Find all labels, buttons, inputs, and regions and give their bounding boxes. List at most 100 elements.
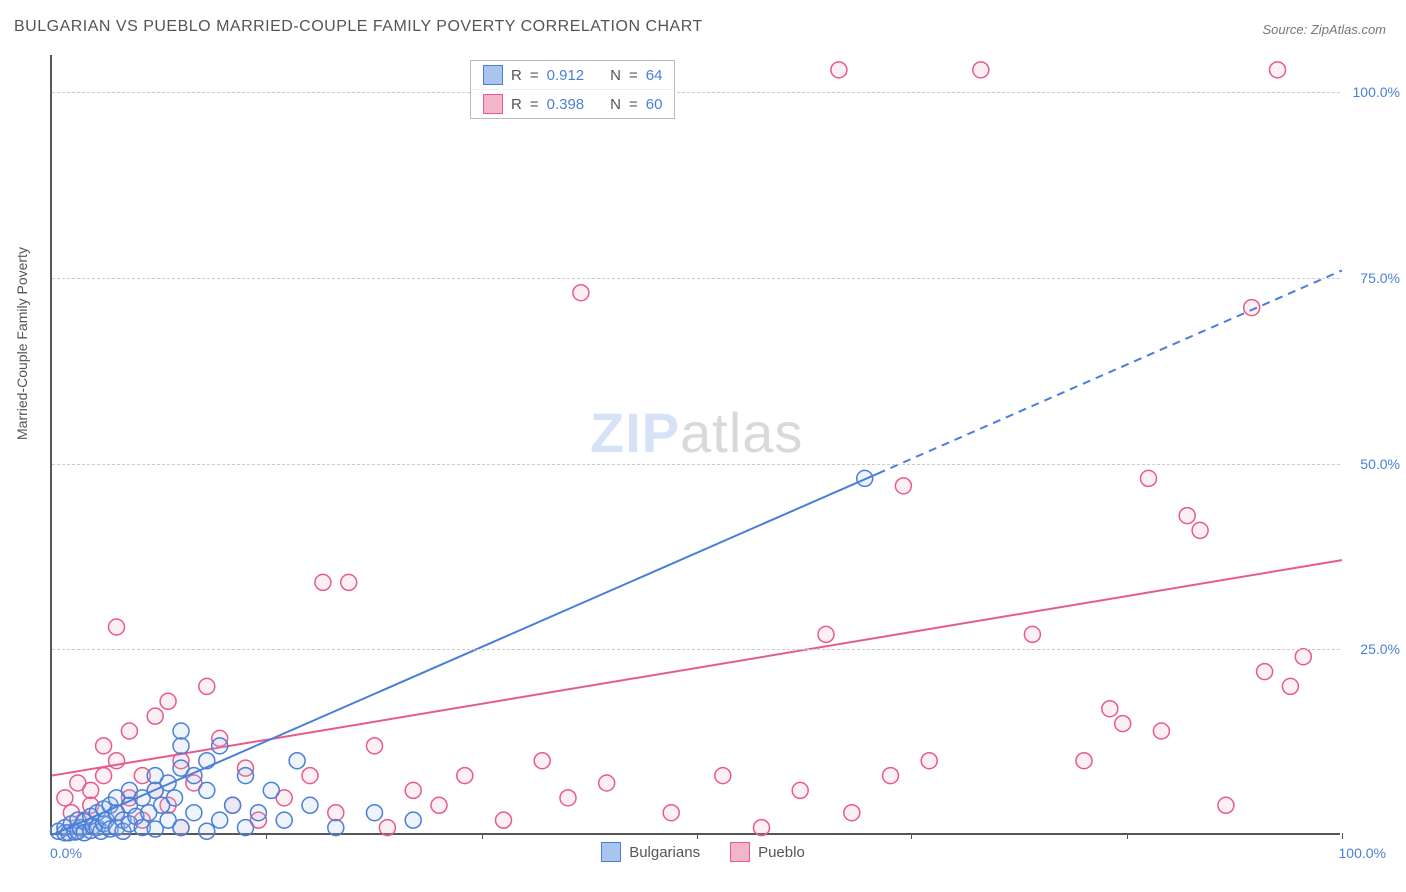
eq-sign: = [530,67,539,84]
n-label: N [610,67,621,84]
scatter-point [534,753,550,769]
plot-area: 25.0%50.0%75.0%100.0% [50,55,1340,835]
swatch-bulgarians [483,65,503,85]
scatter-point [341,574,357,590]
scatter-point [96,768,112,784]
scatter-point [792,782,808,798]
legend-item-pueblo: Pueblo [730,842,805,862]
scatter-point [1192,522,1208,538]
x-axis-max-label: 100.0% [1339,845,1386,861]
scatter-point [895,478,911,494]
chart-title: BULGARIAN VS PUEBLO MARRIED-COUPLE FAMIL… [14,18,703,36]
scatter-point [212,812,228,828]
eq-sign-3: = [530,96,539,113]
scatter-point [289,753,305,769]
legend-label-bulgarians: Bulgarians [629,844,700,861]
y-axis-label: Married-Couple Family Poverty [14,247,30,440]
scatter-point [1102,701,1118,717]
x-tick [1342,833,1343,839]
r-value-pueblo: 0.398 [547,96,585,113]
n-value-pueblo: 60 [646,96,663,113]
scatter-point [1141,470,1157,486]
y-tick-label: 100.0% [1345,84,1400,100]
eq-sign-4: = [629,96,638,113]
scatter-point [109,619,125,635]
scatter-point [405,812,421,828]
scatter-point [328,805,344,821]
legend-row-bulgarians: R = 0.912 N = 64 [471,61,674,89]
y-tick-label: 75.0% [1345,270,1400,286]
legend-item-bulgarians: Bulgarians [601,842,700,862]
scatter-point [225,797,241,813]
scatter-point [173,820,189,836]
scatter-point [167,790,183,806]
r-label: R [511,67,522,84]
scatter-point [1282,678,1298,694]
scatter-point [883,768,899,784]
scatter-point [1244,300,1260,316]
scatter-point [431,797,447,813]
scatter-point [121,723,137,739]
scatter-point [831,62,847,78]
legend-row-pueblo: R = 0.398 N = 60 [471,89,674,118]
scatter-point [379,820,395,836]
y-tick-label: 25.0% [1345,641,1400,657]
scatter-point [173,738,189,754]
scatter-point [921,753,937,769]
scatter-point [367,805,383,821]
scatter-point [573,285,589,301]
scatter-point [663,805,679,821]
n-value-bulgarians: 64 [646,67,663,84]
scatter-point [173,723,189,739]
scatter-point [186,805,202,821]
scatter-point [276,812,292,828]
scatter-point [818,626,834,642]
scatter-point [302,768,318,784]
scatter-point [1153,723,1169,739]
x-tick [697,833,698,839]
swatch-pueblo [483,94,503,114]
source-attribution: Source: ZipAtlas.com [1262,22,1386,37]
scatter-point [302,797,318,813]
gridline [52,92,1340,93]
x-tick [911,833,912,839]
r-label-2: R [511,96,522,113]
x-tick [266,833,267,839]
scatter-point [250,805,266,821]
scatter-point [263,782,279,798]
gridline [52,278,1340,279]
gridline [52,649,1340,650]
scatter-point [1295,649,1311,665]
scatter-point [83,782,99,798]
y-tick-label: 50.0% [1345,456,1400,472]
x-axis-min-label: 0.0% [50,845,82,861]
swatch-pueblo-bottom [730,842,750,862]
trend-line-extrapolated [878,270,1342,473]
scatter-point [57,790,73,806]
scatter-point [844,805,860,821]
scatter-point [147,708,163,724]
scatter-point [1270,62,1286,78]
eq-sign-2: = [629,67,638,84]
x-tick [1127,833,1128,839]
scatter-point [1076,753,1092,769]
scatter-point [754,820,770,836]
gridline [52,464,1340,465]
scatter-point [599,775,615,791]
plot-svg [52,55,1340,833]
correlation-legend: R = 0.912 N = 64 R = 0.398 N = 60 [470,60,675,119]
trend-line [52,560,1342,775]
scatter-point [1218,797,1234,813]
scatter-point [457,768,473,784]
scatter-point [1257,664,1273,680]
scatter-point [96,738,112,754]
scatter-point [199,678,215,694]
scatter-point [199,823,215,839]
series-legend: Bulgarians Pueblo [0,842,1406,862]
scatter-point [367,738,383,754]
r-value-bulgarians: 0.912 [547,67,585,84]
scatter-point [315,574,331,590]
scatter-point [160,693,176,709]
x-tick [482,833,483,839]
scatter-point [1024,626,1040,642]
